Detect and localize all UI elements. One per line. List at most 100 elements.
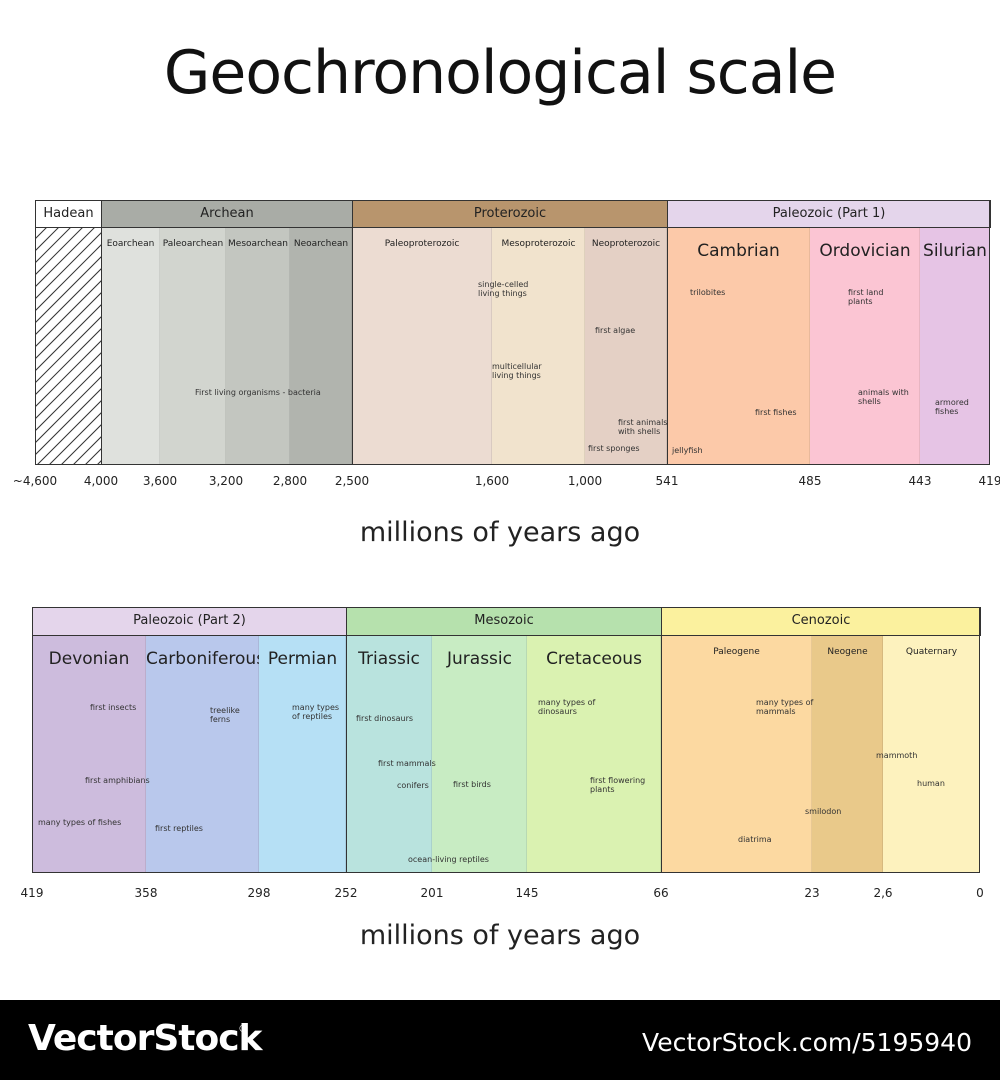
period-label: Devonian: [48, 649, 130, 669]
tick-label: 252: [334, 886, 358, 900]
period-column: [492, 227, 585, 465]
period-column: [259, 635, 346, 873]
annotation: first flowering plants: [590, 776, 646, 794]
tick-label: 23: [804, 886, 820, 900]
annotation: ocean-living reptiles: [408, 855, 489, 864]
period-column: [146, 635, 259, 873]
era-header: Paleozoic (Part 1): [667, 200, 991, 228]
annotation: armored fishes: [935, 398, 969, 416]
tick-label: 541: [655, 474, 679, 488]
period-label: Paleoarchean: [162, 239, 224, 249]
period-column: [667, 227, 810, 465]
tick-label: 2,800: [272, 474, 308, 488]
panel-frame: [32, 607, 980, 873]
annotation: treelike ferns: [210, 706, 240, 724]
period-column: [432, 635, 527, 873]
axis-label: millions of years ago: [359, 517, 641, 548]
tick-label: 201: [420, 886, 444, 900]
annotation: multicellular living things: [492, 362, 542, 380]
tick-label: ~4,600: [12, 474, 58, 488]
period-label: Mesoproterozoic: [501, 239, 576, 249]
period-column: [352, 227, 492, 465]
period-column: [812, 635, 883, 873]
era-header: Proterozoic: [352, 200, 668, 228]
annotation: first fishes: [755, 408, 797, 417]
period-label: Paleogene: [713, 647, 760, 657]
period-label: Neogene: [827, 647, 868, 657]
tick-label: 1,600: [474, 474, 510, 488]
period-label: Neoarchean: [293, 239, 349, 249]
tick-label: 145: [515, 886, 539, 900]
period-column: [661, 635, 812, 873]
period-label: Ordovician: [819, 241, 911, 261]
period-label: Mesoarchean: [228, 239, 288, 249]
period-label: Eoarchean: [106, 239, 155, 249]
period-column: [527, 635, 661, 873]
era-divider: [32, 607, 33, 873]
annotation: first animals with shells: [618, 418, 668, 436]
registered-mark: ®: [238, 1022, 249, 1035]
annotation: human: [917, 779, 945, 788]
annotation: conifers: [397, 781, 429, 790]
annotation: mammoth: [876, 751, 918, 760]
period-label: Cambrian: [697, 241, 780, 261]
url: VectorStock.com/5195940: [642, 1028, 972, 1057]
era-divider: [35, 200, 36, 465]
tick-label: 443: [908, 474, 932, 488]
period-column: [290, 227, 352, 465]
tick-label: 2,6: [873, 886, 893, 900]
period-column: [101, 227, 160, 465]
period-column: [160, 227, 226, 465]
period-column: [226, 227, 290, 465]
annotation: smilodon: [805, 807, 842, 816]
panel-frame: [35, 200, 990, 465]
period-label: Carboniferous: [146, 649, 266, 669]
tick-label: 0: [976, 886, 984, 900]
annotation: first birds: [453, 780, 491, 789]
annotation: many types of reptiles: [292, 703, 340, 721]
annotation: animals with shells: [858, 388, 909, 406]
annotation: first amphibians: [85, 776, 150, 785]
era-divider: [667, 200, 668, 465]
hatch: [35, 227, 101, 465]
period-column: [810, 227, 920, 465]
annotation: first reptiles: [155, 824, 203, 833]
annotation: many types of fishes: [38, 818, 122, 827]
annotation: first mammals: [378, 759, 436, 768]
annotation: many types of mammals: [756, 698, 814, 716]
period-label: Quaternary: [905, 647, 958, 657]
tick-label: 3,600: [142, 474, 178, 488]
era-header: Mesozoic: [346, 607, 662, 636]
tick-label: 419: [978, 474, 1000, 488]
tick-label: 358: [134, 886, 158, 900]
period-label: Paleoproterozoic: [384, 239, 460, 249]
tick-label: 1,000: [567, 474, 603, 488]
tick-label: 298: [247, 886, 271, 900]
period-label: Triassic: [358, 649, 420, 669]
annotation: single-celled living things: [478, 280, 529, 298]
era-divider: [352, 200, 353, 465]
axis-label: millions of years ago: [359, 920, 641, 951]
period-label: Jurassic: [447, 649, 512, 669]
era-divider: [101, 200, 102, 465]
tick-label: 419: [20, 886, 44, 900]
period-column: [585, 227, 667, 465]
annotation: first insects: [90, 703, 137, 712]
era-divider: [661, 607, 662, 873]
annotation: many types of dinosaurs: [538, 698, 596, 716]
period-label: Neoproterozoic: [591, 239, 661, 249]
annotation: jellyfish: [672, 446, 703, 455]
brand: VectorStock: [28, 1018, 262, 1059]
tick-label: 2,500: [334, 474, 370, 488]
tick-label: 66: [653, 886, 669, 900]
title: Geochronological scale: [163, 38, 837, 108]
annotation: first sponges: [588, 444, 640, 453]
period-column: [346, 635, 432, 873]
annotation: First living organisms - bacteria: [195, 388, 321, 397]
era-divider: [346, 607, 347, 873]
annotation: first algae: [595, 326, 636, 335]
annotation: first land plants: [848, 288, 884, 306]
period-label: Cretaceous: [546, 649, 642, 669]
annotation: trilobites: [690, 288, 726, 297]
